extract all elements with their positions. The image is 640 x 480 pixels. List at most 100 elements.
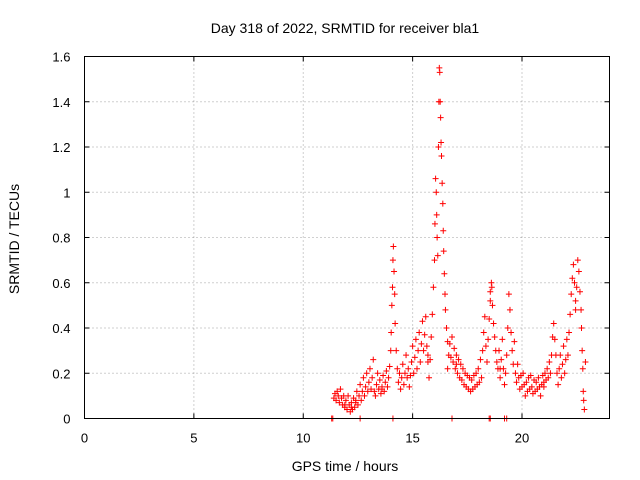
data-point bbox=[481, 313, 488, 320]
data-point bbox=[389, 284, 396, 291]
data-point bbox=[571, 279, 578, 286]
data-point bbox=[334, 388, 341, 395]
data-point bbox=[442, 306, 449, 313]
data-marks bbox=[328, 64, 589, 422]
data-point bbox=[409, 343, 416, 350]
data-point bbox=[436, 69, 443, 76]
data-point bbox=[572, 306, 579, 313]
data-point bbox=[414, 365, 420, 372]
data-point bbox=[438, 153, 445, 160]
data-point bbox=[443, 325, 450, 331]
x-tick-label: 15 bbox=[405, 431, 419, 446]
y-tick-label: 1.6 bbox=[52, 50, 70, 65]
data-point bbox=[393, 347, 400, 354]
data-point bbox=[458, 377, 465, 384]
data-point bbox=[398, 374, 405, 381]
data-point bbox=[382, 379, 389, 386]
data-point bbox=[497, 374, 504, 381]
data-point bbox=[433, 211, 440, 218]
y-tick-label: 0 bbox=[63, 412, 70, 427]
data-point bbox=[397, 386, 404, 393]
data-point bbox=[559, 361, 566, 368]
data-point bbox=[419, 318, 426, 325]
data-point bbox=[447, 354, 454, 361]
data-point bbox=[368, 386, 375, 393]
data-point bbox=[441, 270, 448, 277]
data-point bbox=[499, 336, 506, 343]
data-point bbox=[509, 347, 516, 354]
data-point bbox=[370, 356, 377, 363]
data-point bbox=[364, 388, 371, 395]
data-point bbox=[386, 363, 393, 370]
data-point bbox=[497, 365, 504, 372]
data-point bbox=[388, 302, 395, 309]
data-point bbox=[377, 390, 384, 397]
data-point bbox=[427, 356, 434, 363]
data-point bbox=[412, 336, 419, 343]
data-point bbox=[437, 114, 444, 121]
data-point bbox=[453, 352, 460, 359]
y-tick-label: 0.2 bbox=[52, 366, 70, 381]
data-point bbox=[563, 336, 570, 343]
data-point bbox=[551, 336, 558, 343]
data-point bbox=[508, 329, 515, 336]
chart-title: Day 318 of 2022, SRMTID for receiver bla… bbox=[211, 20, 480, 36]
data-point bbox=[431, 257, 438, 264]
data-point bbox=[428, 334, 435, 341]
data-point bbox=[476, 379, 483, 386]
data-point bbox=[561, 370, 568, 377]
grid bbox=[84, 56, 610, 419]
data-point bbox=[356, 392, 363, 399]
data-point bbox=[578, 325, 585, 331]
data-point bbox=[487, 288, 494, 295]
data-point bbox=[502, 370, 509, 377]
data-point bbox=[475, 365, 482, 372]
data-point bbox=[520, 370, 527, 377]
data-point bbox=[450, 358, 457, 365]
data-point bbox=[437, 98, 444, 105]
data-point bbox=[432, 175, 439, 182]
data-point bbox=[582, 358, 589, 365]
data-point bbox=[371, 388, 378, 395]
data-point bbox=[490, 320, 497, 327]
data-point bbox=[361, 392, 368, 399]
plot-frame bbox=[84, 56, 610, 419]
data-point bbox=[348, 404, 355, 411]
data-point bbox=[416, 329, 423, 336]
data-point bbox=[433, 189, 440, 196]
data-point bbox=[557, 352, 564, 359]
data-point bbox=[503, 352, 510, 359]
data-point bbox=[380, 372, 387, 379]
data-point bbox=[569, 275, 576, 282]
data-point bbox=[345, 392, 352, 399]
data-point bbox=[562, 356, 569, 363]
data-point bbox=[341, 401, 348, 408]
data-point bbox=[535, 374, 542, 381]
data-point bbox=[394, 365, 401, 372]
data-point bbox=[418, 340, 425, 347]
data-point bbox=[438, 139, 445, 146]
data-point bbox=[363, 370, 370, 377]
data-point bbox=[426, 374, 433, 381]
data-point bbox=[358, 397, 365, 404]
data-point bbox=[385, 374, 392, 381]
data-point bbox=[411, 354, 418, 361]
data-point bbox=[442, 291, 448, 298]
data-point bbox=[357, 381, 364, 388]
data-point bbox=[435, 144, 442, 150]
data-point bbox=[570, 261, 577, 268]
data-point bbox=[446, 340, 453, 347]
data-point bbox=[528, 383, 535, 390]
data-point bbox=[431, 220, 438, 227]
data-point bbox=[379, 386, 385, 393]
data-point bbox=[391, 291, 398, 298]
data-point bbox=[501, 381, 508, 388]
data-point bbox=[336, 399, 343, 406]
data-point bbox=[369, 374, 376, 381]
data-point bbox=[459, 365, 466, 372]
y-tick-label: 1.2 bbox=[52, 140, 70, 155]
data-point bbox=[567, 311, 574, 318]
data-point bbox=[578, 306, 585, 313]
data-point bbox=[420, 347, 427, 354]
y-tick-label: 1 bbox=[63, 185, 70, 200]
